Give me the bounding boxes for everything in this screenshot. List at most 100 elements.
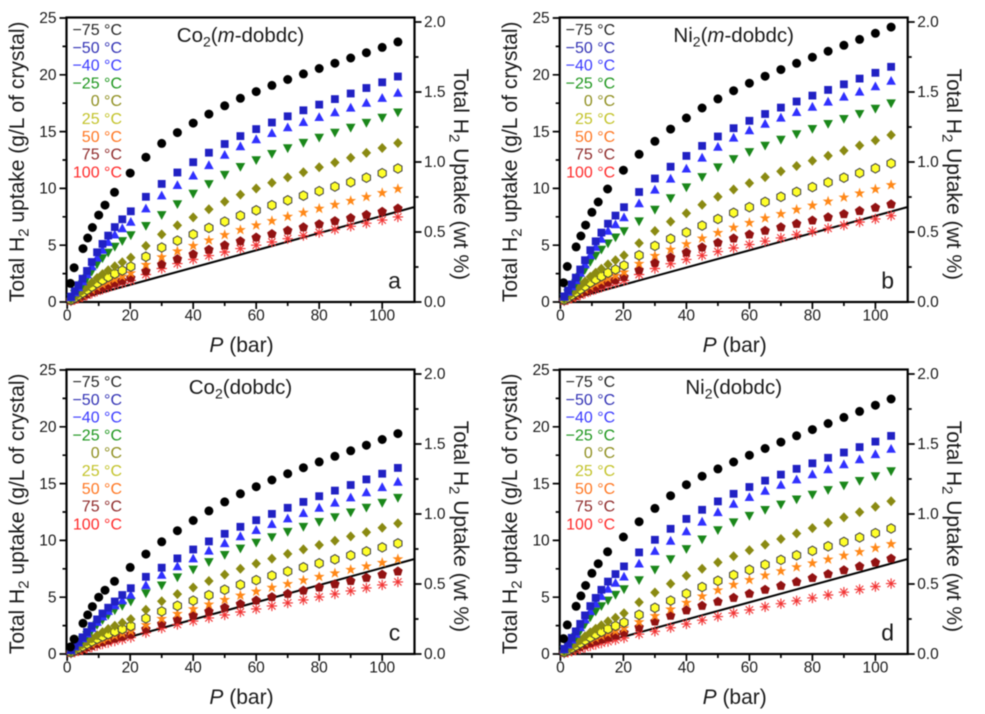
svg-text:25: 25: [39, 362, 56, 379]
svg-text:5: 5: [48, 237, 57, 254]
svg-text:0: 0: [63, 660, 72, 677]
svg-text:−25 °C: −25 °C: [566, 75, 616, 92]
svg-text:20: 20: [39, 67, 57, 84]
svg-text:Total H2 uptake (g/L of crysta: Total H2 uptake (g/L of crystal): [499, 373, 526, 654]
svg-text:1.5: 1.5: [917, 84, 939, 101]
svg-text:25 °C: 25 °C: [575, 463, 615, 480]
svg-text:Total H2 uptake (g/L of crysta: Total H2 uptake (g/L of crystal): [499, 21, 526, 302]
svg-text:1.5: 1.5: [917, 436, 939, 453]
svg-text:10: 10: [39, 181, 57, 198]
svg-text:25: 25: [532, 10, 549, 27]
svg-text:d: d: [881, 620, 894, 646]
svg-text:10: 10: [39, 533, 57, 550]
svg-text:20: 20: [39, 419, 57, 436]
svg-text:0: 0: [556, 308, 565, 325]
svg-text:Ni2(dobdc): Ni2(dobdc): [685, 376, 782, 402]
svg-text:Total H2 Uptake (wt %): Total H2 Uptake (wt %): [446, 421, 473, 632]
svg-text:Ni2(m-dobdc): Ni2(m-dobdc): [673, 24, 794, 50]
svg-text:0: 0: [48, 294, 57, 311]
svg-text:−50 °C: −50 °C: [566, 392, 616, 409]
svg-text:10: 10: [532, 533, 550, 550]
svg-text:80: 80: [311, 308, 329, 325]
svg-text:15: 15: [532, 476, 549, 493]
svg-text:100 °C: 100 °C: [73, 164, 122, 181]
svg-text:15: 15: [532, 124, 549, 141]
svg-text:60: 60: [248, 660, 266, 677]
svg-text:80: 80: [804, 308, 822, 325]
svg-text:−75 °C: −75 °C: [566, 374, 616, 391]
svg-text:−50 °C: −50 °C: [566, 40, 616, 57]
svg-text:Co2(m-dobdc): Co2(m-dobdc): [177, 24, 304, 50]
svg-text:25 °C: 25 °C: [82, 463, 122, 480]
svg-text:−50 °C: −50 °C: [72, 392, 122, 409]
svg-text:0.5: 0.5: [424, 224, 446, 241]
svg-text:60: 60: [248, 308, 266, 325]
svg-text:80: 80: [311, 660, 329, 677]
svg-text:P (bar): P (bar): [703, 334, 767, 357]
svg-text:0.5: 0.5: [917, 576, 939, 593]
svg-text:0: 0: [541, 294, 550, 311]
svg-text:0: 0: [63, 308, 72, 325]
svg-text:−75 °C: −75 °C: [72, 22, 122, 39]
svg-text:20: 20: [532, 67, 550, 84]
svg-text:b: b: [881, 268, 894, 294]
svg-text:20: 20: [615, 308, 633, 325]
svg-text:25 °C: 25 °C: [82, 111, 122, 128]
svg-text:Total H2 uptake (g/L of crysta: Total H2 uptake (g/L of crystal): [6, 21, 33, 302]
svg-text:0.0: 0.0: [917, 294, 939, 311]
svg-text:2.0: 2.0: [424, 366, 446, 383]
svg-text:75 °C: 75 °C: [575, 147, 615, 164]
svg-text:100 °C: 100 °C: [73, 516, 122, 533]
svg-text:−40 °C: −40 °C: [72, 410, 122, 427]
svg-text:0.5: 0.5: [917, 224, 939, 241]
svg-text:2.0: 2.0: [917, 366, 939, 383]
svg-text:−75 °C: −75 °C: [72, 374, 122, 391]
svg-text:a: a: [388, 268, 401, 294]
svg-text:−25 °C: −25 °C: [566, 427, 616, 444]
svg-text:−25 °C: −25 °C: [72, 75, 122, 92]
svg-text:2.0: 2.0: [917, 14, 939, 31]
svg-text:15: 15: [39, 124, 56, 141]
svg-text:25: 25: [532, 362, 549, 379]
svg-text:5: 5: [48, 589, 57, 606]
svg-text:0.5: 0.5: [424, 576, 446, 593]
svg-text:50 °C: 50 °C: [82, 129, 122, 146]
svg-text:100 °C: 100 °C: [566, 516, 615, 533]
svg-text:−40 °C: −40 °C: [566, 58, 616, 75]
svg-text:50 °C: 50 °C: [575, 481, 615, 498]
svg-text:100: 100: [369, 308, 395, 325]
svg-text:0 °C: 0 °C: [584, 445, 615, 462]
svg-text:100: 100: [369, 660, 395, 677]
svg-text:1.0: 1.0: [424, 154, 446, 171]
svg-text:0.0: 0.0: [917, 646, 939, 663]
svg-text:40: 40: [678, 308, 696, 325]
svg-text:0 °C: 0 °C: [91, 93, 122, 110]
svg-text:10: 10: [532, 181, 550, 198]
svg-text:1.0: 1.0: [917, 154, 939, 171]
svg-text:15: 15: [39, 476, 56, 493]
svg-text:100: 100: [862, 308, 888, 325]
svg-text:Total H2 Uptake (wt %): Total H2 Uptake (wt %): [446, 69, 473, 280]
svg-text:2.0: 2.0: [424, 14, 446, 31]
svg-text:60: 60: [741, 660, 759, 677]
svg-text:20: 20: [122, 660, 140, 677]
svg-text:75 °C: 75 °C: [575, 499, 615, 516]
svg-text:100: 100: [862, 660, 888, 677]
svg-text:−40 °C: −40 °C: [566, 410, 616, 427]
svg-text:0.0: 0.0: [424, 294, 446, 311]
svg-text:20: 20: [122, 308, 140, 325]
svg-text:40: 40: [185, 660, 203, 677]
svg-text:P (bar): P (bar): [209, 334, 273, 357]
svg-text:P (bar): P (bar): [209, 686, 273, 709]
svg-text:1.0: 1.0: [424, 506, 446, 523]
svg-text:P (bar): P (bar): [703, 686, 767, 709]
svg-text:0: 0: [48, 646, 57, 663]
svg-text:100 °C: 100 °C: [566, 164, 615, 181]
svg-text:0: 0: [556, 660, 565, 677]
svg-text:−40 °C: −40 °C: [72, 58, 122, 75]
svg-text:1.5: 1.5: [424, 436, 446, 453]
svg-text:5: 5: [541, 237, 550, 254]
svg-text:0.0: 0.0: [424, 646, 446, 663]
svg-text:−50 °C: −50 °C: [72, 40, 122, 57]
svg-text:0 °C: 0 °C: [91, 445, 122, 462]
